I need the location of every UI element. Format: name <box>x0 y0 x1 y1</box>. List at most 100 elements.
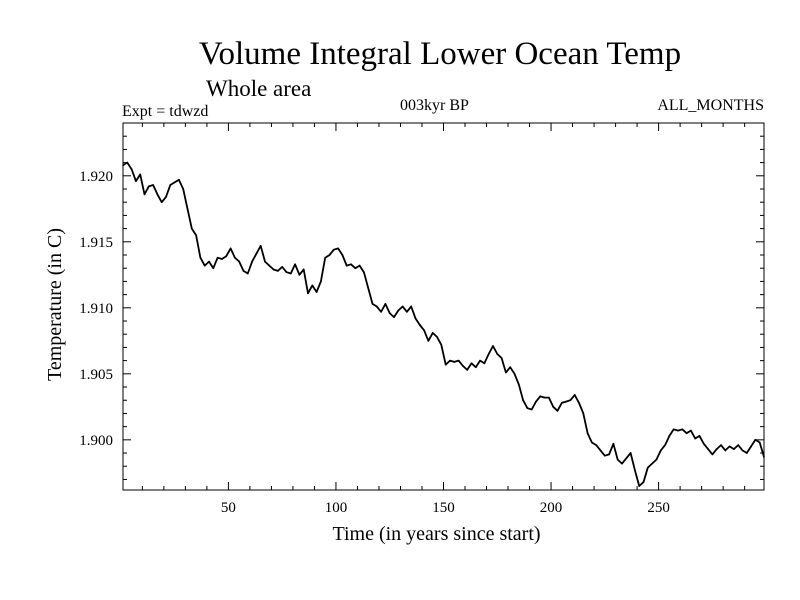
data-point <box>195 234 197 237</box>
data-point <box>182 188 185 190</box>
data-point <box>672 428 675 431</box>
data-point <box>474 366 477 369</box>
data-point <box>298 274 301 276</box>
data-point <box>354 267 357 270</box>
data-point <box>591 441 593 444</box>
data-point <box>698 435 701 437</box>
data-point <box>393 316 395 318</box>
data-point <box>143 193 146 196</box>
data-point <box>320 280 322 283</box>
data-point <box>160 201 163 204</box>
chart-title: Volume Integral Lower Ocean Temp <box>198 36 682 72</box>
data-point <box>315 291 318 293</box>
data-point <box>384 303 387 305</box>
data-point <box>470 362 473 365</box>
data-point <box>492 345 494 347</box>
data-point <box>135 180 137 182</box>
data-point <box>741 449 744 452</box>
data-point <box>350 263 352 266</box>
data-point <box>462 365 464 367</box>
data-point <box>414 317 417 320</box>
data-point <box>530 408 533 411</box>
data-point <box>595 444 598 446</box>
data-point <box>380 310 382 313</box>
data-point <box>513 373 516 375</box>
data-point <box>745 452 748 454</box>
x-axis-label: Time (in years since start) <box>332 523 540 545</box>
data-point <box>685 432 688 435</box>
data-point <box>427 340 430 342</box>
data-point <box>711 453 714 456</box>
data-point <box>367 287 370 289</box>
data-point <box>509 366 511 369</box>
chart-subtitle: Whole area <box>206 76 312 101</box>
data-point <box>621 462 623 465</box>
data-point <box>156 193 159 196</box>
data-point <box>406 310 408 313</box>
data-point <box>466 369 468 371</box>
data-point <box>221 258 223 260</box>
data-point <box>259 244 262 247</box>
data-point <box>302 268 305 271</box>
data-point <box>728 445 731 448</box>
data-point <box>578 402 580 404</box>
data-point <box>358 264 361 267</box>
data-point <box>647 466 649 469</box>
data-point <box>169 184 172 186</box>
data-point <box>281 266 283 268</box>
data-point <box>341 254 344 256</box>
months-label: ALL_MONTHS <box>657 97 764 114</box>
data-point <box>152 184 154 186</box>
data-point <box>754 439 757 441</box>
data-point <box>522 399 524 402</box>
data-point <box>423 329 425 332</box>
data-point <box>272 268 275 271</box>
data-point <box>225 255 228 258</box>
data-point <box>500 357 503 359</box>
experiment-label: Expt = tdwzd <box>122 103 209 120</box>
data-point <box>246 272 249 275</box>
data-point <box>371 303 374 305</box>
data-point <box>289 272 292 275</box>
data-point <box>397 309 400 312</box>
data-point <box>345 264 348 267</box>
data-point <box>238 260 240 263</box>
x-tick-label: 200 <box>540 500 563 516</box>
data-point <box>212 267 215 270</box>
data-point <box>337 247 339 250</box>
data-point <box>608 453 610 456</box>
y-tick-label: 1.920 <box>79 169 113 185</box>
data-point <box>453 361 456 363</box>
data-point <box>526 407 529 409</box>
data-point <box>332 248 335 251</box>
data-point <box>573 394 576 396</box>
data-point <box>668 435 671 437</box>
x-tick-label: 50 <box>221 500 236 516</box>
data-point <box>552 406 555 408</box>
data-point <box>130 168 133 171</box>
data-point <box>750 445 752 448</box>
data-point <box>651 462 653 465</box>
data-point <box>126 161 129 164</box>
data-point <box>599 449 602 452</box>
data-point <box>285 271 288 273</box>
data-point <box>444 363 447 366</box>
data-point <box>758 441 761 444</box>
data-point <box>737 444 739 446</box>
data-point <box>702 442 705 445</box>
data-point <box>268 264 271 267</box>
data-point <box>586 432 589 435</box>
period-label: 003kyr BP <box>400 97 469 114</box>
data-point <box>419 324 421 326</box>
data-point <box>328 254 331 256</box>
y-tick-label: 1.905 <box>79 367 113 383</box>
data-point <box>122 164 124 167</box>
y-tick-label: 1.910 <box>79 301 113 317</box>
data-point <box>629 452 632 454</box>
data-point <box>388 312 391 314</box>
data-point <box>294 263 296 266</box>
data-point <box>242 270 245 272</box>
data-point <box>612 442 615 445</box>
data-point <box>569 399 572 402</box>
